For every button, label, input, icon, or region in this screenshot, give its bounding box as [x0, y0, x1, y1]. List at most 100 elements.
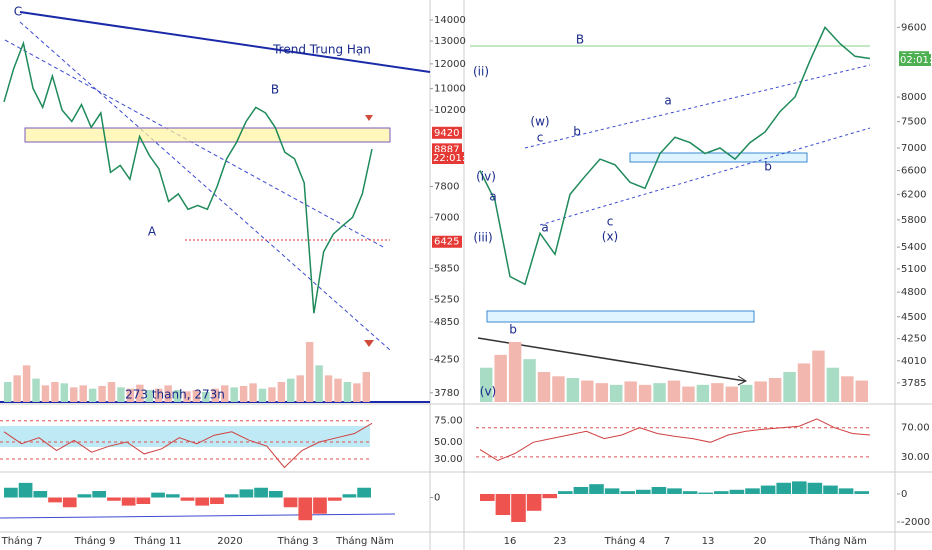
y-tick-label: 13000	[434, 36, 466, 47]
countdown: 02:01:17	[900, 55, 932, 66]
volume-bar	[230, 387, 238, 402]
volume-bar	[249, 383, 257, 402]
volume-bar	[88, 388, 97, 402]
volume-bar	[768, 378, 782, 402]
volume-bar	[79, 385, 87, 402]
macd-bar	[195, 497, 210, 506]
y-tick-label: 9600	[901, 22, 926, 33]
channel-line	[524, 64, 871, 149]
y-tick-label: 8000	[901, 92, 926, 103]
y-tick-label: 6200	[901, 189, 926, 200]
volume-bar	[296, 375, 304, 402]
zone	[486, 310, 755, 323]
annotation: (w)	[530, 115, 549, 129]
macd-bar	[180, 497, 195, 501]
macd-bar	[526, 493, 542, 511]
volume-bar	[154, 388, 163, 402]
rsi-tick-label: 30.00	[434, 454, 463, 465]
annotation: C	[14, 5, 22, 19]
countdown-tag	[432, 152, 464, 164]
macd-bar	[327, 497, 342, 501]
volume-bar	[797, 363, 811, 402]
volume-bar	[696, 384, 710, 402]
rsi-line	[479, 418, 871, 462]
macd-bar	[838, 488, 854, 494]
macd-bar	[48, 497, 62, 503]
rsi-tick-label: 75.00	[434, 416, 463, 427]
x-tick-label: 7	[664, 536, 670, 547]
y-tick-label: 7500	[901, 117, 926, 128]
volume-bar	[334, 378, 342, 402]
volume-bar	[581, 380, 594, 402]
macd-bar	[620, 491, 635, 494]
trend-line	[19, 11, 431, 73]
x-tick-label: Tháng Năm	[335, 535, 394, 547]
macd-bar	[667, 488, 682, 494]
macd-trend	[0, 513, 396, 519]
price-tag-label: 6425	[434, 237, 459, 248]
price-tag-label: 9420	[434, 128, 459, 139]
volume-bar	[667, 380, 681, 402]
x-tick-label: Tháng 4	[604, 535, 646, 547]
volume-bar	[221, 385, 229, 402]
macd-bar	[313, 497, 327, 514]
macd-bar	[714, 491, 729, 494]
y-tick-label: 14000	[434, 15, 466, 26]
annotation: B	[271, 83, 279, 97]
y-tick-label: 5100	[901, 264, 926, 275]
volume-bar	[740, 384, 753, 402]
y-tick-label: 7000	[434, 212, 459, 223]
macd-bar	[151, 492, 165, 498]
volume-bar	[164, 385, 172, 402]
macd-bar	[480, 493, 495, 501]
volume-bar	[22, 365, 31, 402]
volume-bar	[353, 383, 361, 402]
volume-bar	[624, 381, 637, 402]
y-tick-label: 11000	[434, 84, 466, 95]
macd-tick-label: 0	[901, 489, 907, 500]
volume-bar	[13, 375, 21, 402]
volume-bar	[305, 342, 314, 402]
macd-bar	[807, 482, 823, 494]
volume-bar	[192, 390, 201, 402]
volume-bar	[638, 384, 652, 402]
countdown-tag	[899, 54, 931, 66]
y-tick-label: 6600	[901, 165, 926, 176]
macd-bar	[745, 488, 760, 494]
macd-bar	[542, 493, 557, 499]
macd-bar	[776, 482, 791, 494]
annotation: b	[764, 160, 772, 174]
y-tick-label: 4250	[434, 354, 459, 365]
y-tick-label: 4250	[901, 334, 926, 345]
x-tick-label: Tháng Năm	[808, 535, 867, 547]
annotation: c	[537, 131, 544, 145]
volume-bar	[70, 387, 78, 402]
volume-bar	[552, 376, 565, 402]
volume-bar	[812, 350, 825, 402]
macd-bar	[254, 487, 268, 498]
macd-bar	[165, 494, 180, 498]
macd-bar	[682, 491, 698, 494]
volume-bar	[211, 388, 220, 402]
volume-bar	[508, 342, 522, 402]
y-tick-label: 4010	[901, 356, 926, 367]
macd-bar	[283, 497, 298, 508]
x-tick-label: 2020	[217, 536, 242, 547]
y-tick-label: 5850	[434, 263, 459, 274]
y-tick-label: 5400	[901, 242, 926, 253]
macd-bar	[357, 487, 371, 498]
annotation: a	[489, 190, 496, 204]
macd-bar	[636, 489, 651, 494]
macd-bar	[121, 497, 136, 506]
volume-bar	[610, 384, 623, 402]
volume-bar	[268, 387, 276, 402]
volume-bar	[480, 367, 493, 402]
volume-bar	[183, 391, 191, 402]
price-line	[479, 26, 871, 286]
volume-bar	[324, 375, 333, 402]
zone	[24, 127, 391, 143]
volume-bar	[855, 380, 868, 402]
volume-bar	[783, 372, 796, 402]
y-tick-label: 7800	[434, 182, 459, 193]
price-tag	[432, 235, 462, 248]
